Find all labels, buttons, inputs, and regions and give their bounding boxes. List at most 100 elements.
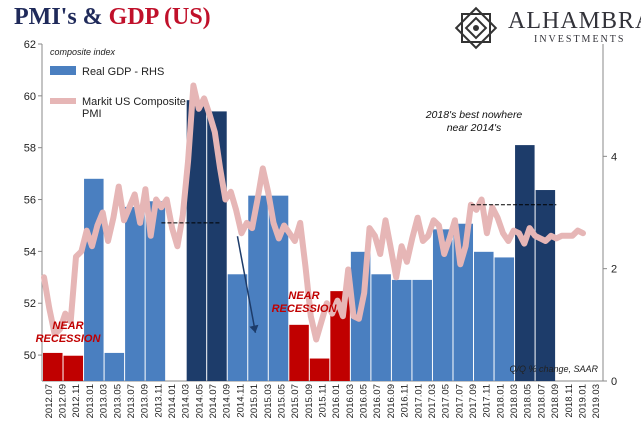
x-tick-label: 2016.01 [331,384,342,418]
left-tick-label: 58 [24,143,36,155]
gdp-bar [432,229,453,381]
legend-label-gdp: Real GDP - RHS [82,66,164,78]
right-axis-ticks: 0 2 4 [603,151,617,388]
left-axis-ticks: 50 52 54 56 58 60 62 [24,39,42,362]
x-tick-label: 2013.11 [153,384,164,418]
gdp-bar [125,206,145,381]
annotation-line: NEAR [288,290,319,302]
right-tick-label: 4 [611,151,617,163]
annotation-line: RECESSION [272,303,338,315]
x-tick-label: 2019.03 [591,384,602,418]
annotation-text: NEAR RECESSION [36,320,102,345]
x-tick-label: 2016.07 [372,384,383,418]
x-tick-label: 2014.05 [194,384,205,418]
arrow-head-icon [249,324,259,333]
x-tick-label: 2018.03 [509,384,520,418]
x-tick-label: 2015.07 [290,384,301,418]
x-tick-label: 2013.09 [140,384,151,418]
gdp-bar [474,251,494,381]
gdp-bar [43,352,63,381]
left-tick-label: 62 [24,39,36,51]
gdp-bar [248,195,268,381]
x-tick-label: 2017.09 [468,384,479,418]
x-tick-label: 2018.01 [495,384,506,418]
x-tick-label: 2014.01 [167,384,178,418]
gdp-bar [412,279,432,381]
right-tick-label: 2 [611,264,617,276]
gdp-bar [494,257,515,381]
x-tick-label: 2014.09 [222,384,233,418]
chart-subtitle: composite index [50,47,116,57]
pmi-series-line [41,82,586,343]
x-tick-label: 2015.11 [318,384,329,418]
brand-logo: ALHAMBRA INVESTMENTS [452,6,641,50]
x-tick-label: 2017.03 [427,384,438,418]
page-title: PMI's & GDP (US) [14,4,211,31]
x-tick-label: 2016.09 [386,384,397,418]
x-tick-label: 2018.09 [550,384,561,418]
annotation-text: 2018's best nowhere near 2014's [425,109,523,134]
x-tick-label: 2017.01 [413,384,424,418]
left-tick-label: 54 [24,246,36,258]
title-gdp: GDP (US) [108,4,211,30]
annotation-line: RECESSION [36,333,102,345]
x-tick-label: 2012.09 [58,384,69,418]
x-tick-label: 2012.11 [71,384,82,418]
gdp-bar [371,274,391,381]
brand-name: ALHAMBRA [508,8,641,34]
x-tick-label: 2014.03 [181,384,192,418]
x-tick-label: 2018.11 [564,384,575,418]
annotation-line: 2018's best nowhere [425,109,523,121]
x-tick-label: 2017.11 [482,384,493,418]
x-tick-label: 2014.07 [208,384,219,418]
gdp-bar [84,178,104,381]
left-tick-label: 56 [24,195,36,207]
alhambra-star-logo-icon [454,6,498,50]
x-tick-label: 2015.01 [249,384,260,418]
gdp-bar [268,195,289,381]
gdp-bar [104,352,125,381]
gdp-bar [309,358,330,381]
annotation-line: NEAR [52,320,83,332]
legend-label-pmi: Markit US Composite PMI [82,96,186,120]
reference-lines [161,204,557,333]
legend-label-pmi-line: Markit US Composite [82,96,186,108]
gdp-bar [289,324,309,381]
x-tick-label: 2017.07 [454,384,465,418]
gdp-bars [43,100,556,382]
x-tick-label: 2013.03 [99,384,110,418]
x-tick-label: 2018.07 [536,384,547,418]
x-tick-label: 2013.05 [112,384,123,418]
x-tick-label: 2014.11 [235,384,246,418]
left-tick-label: 60 [24,91,36,103]
x-tick-label: 2016.05 [359,384,370,418]
legend-label-pmi-line: PMI [82,108,102,120]
source-note: Q/Q % change, SAAR [509,364,598,374]
gdp-bar [186,100,207,382]
annotation-text: NEAR RECESSION [272,290,338,315]
right-tick-label: 0 [611,376,617,388]
arrow-shaft [236,236,257,333]
x-tick-label: 2019.01 [577,384,588,418]
gdp-bar [535,190,556,381]
legend: composite index Real GDP - RHS Markit US C… [50,47,186,120]
gdp-bar [63,355,84,381]
gdp-bar [227,274,248,381]
annotation-line: near 2014's [447,122,502,134]
gdp-bar [515,145,535,381]
legend-swatch-gdp [50,66,76,75]
x-tick-label: 2017.05 [441,384,452,418]
pmi-line-layer [41,82,586,343]
gdp-bar [391,279,412,381]
title-amp: & [76,4,109,30]
x-tick-label: 2018.05 [523,384,534,418]
x-tick-label: 2016.11 [400,384,411,418]
left-tick-label: 50 [24,350,36,362]
x-tick-label: 2015.05 [276,384,287,418]
brand-subtitle: INVESTMENTS [534,34,626,45]
x-axis-labels: 2012.07 2012.09 2012.11 2013.01 2013.03 2013.… [44,384,602,418]
x-tick-label: 2016.03 [345,384,356,418]
